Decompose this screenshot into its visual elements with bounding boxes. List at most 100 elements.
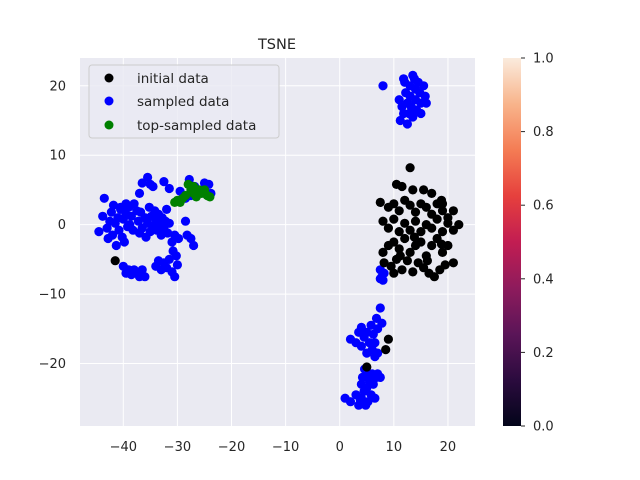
point-sampled-data — [370, 393, 380, 403]
colorbar-tick-label: 0.6 — [533, 199, 554, 214]
legend: initial data sampled data top-sampled da… — [88, 64, 280, 139]
point-initial-data — [448, 225, 458, 235]
legend-marker-top-sampled-data — [104, 120, 114, 130]
legend-box — [88, 64, 280, 139]
point-sampled-data — [408, 112, 418, 122]
point-sampled-data — [420, 91, 430, 101]
point-sampled-data — [345, 397, 356, 407]
point-initial-data — [408, 267, 418, 277]
point-sampled-data — [402, 119, 412, 129]
point-initial-data — [416, 227, 426, 237]
y-tick-label: −20 — [39, 357, 66, 372]
point-initial-data — [410, 216, 421, 226]
point-sampled-data — [164, 183, 174, 194]
point-sampled-data — [148, 181, 158, 192]
point-initial-data — [437, 227, 448, 237]
point-sampled-data — [129, 199, 139, 209]
point-sampled-data — [355, 395, 365, 405]
x-tick-label: 0 — [336, 440, 344, 455]
point-initial-data — [422, 256, 432, 266]
point-sampled-data — [375, 274, 385, 284]
point-sampled-data — [119, 237, 129, 247]
point-sampled-data — [394, 95, 404, 105]
legend-label-sampled-data: sampled data — [137, 94, 229, 110]
point-initial-data — [394, 227, 404, 237]
x-tick-label: −20 — [218, 440, 245, 455]
point-initial-data — [400, 233, 410, 244]
point-initial-data — [448, 258, 458, 268]
point-initial-data — [383, 223, 393, 233]
point-sampled-data — [370, 352, 380, 362]
point-initial-data — [443, 218, 453, 228]
point-initial-data — [381, 345, 391, 355]
colorbar-tick-label: 0.2 — [533, 346, 554, 361]
point-sampled-data — [363, 397, 373, 407]
point-initial-data — [410, 207, 421, 217]
point-sampled-data — [419, 81, 429, 91]
point-sampled-data — [94, 227, 104, 237]
point-sampled-data — [102, 223, 112, 233]
point-initial-data — [440, 260, 450, 270]
point-initial-data — [379, 258, 389, 268]
colorbar-ticks: 0.0 0.2 0.4 0.6 0.8 1.0 — [521, 52, 554, 435]
point-sampled-data — [121, 199, 131, 209]
y-tick-label: −10 — [39, 288, 66, 303]
point-sampled-data — [378, 81, 388, 91]
point-initial-data — [378, 216, 388, 226]
point-initial-data — [421, 202, 431, 212]
point-initial-data — [405, 247, 415, 257]
point-sampled-data — [164, 218, 174, 228]
y-tick-label: 10 — [49, 149, 66, 164]
point-sampled-data — [368, 379, 378, 389]
y-axis-ticks: −20 −10 0 10 20 — [39, 79, 66, 372]
point-sampled-data — [395, 115, 405, 126]
point-initial-data — [386, 261, 396, 271]
point-initial-data — [400, 218, 410, 228]
y-tick-label: 20 — [49, 79, 66, 94]
point-initial-data — [432, 214, 442, 224]
point-initial-data — [383, 334, 393, 344]
point-initial-data — [394, 206, 404, 216]
point-sampled-data — [108, 200, 119, 210]
point-sampled-data — [140, 272, 150, 282]
point-sampled-data — [370, 338, 380, 348]
x-tick-label: 10 — [386, 440, 403, 455]
colorbar-tick-label: 0.4 — [533, 272, 554, 287]
point-initial-data — [409, 232, 419, 242]
point-initial-data — [389, 214, 399, 224]
colorbar — [503, 58, 521, 426]
point-top-sampled-data — [190, 186, 200, 196]
point-initial-data — [389, 237, 399, 247]
point-sampled-data — [111, 240, 121, 251]
point-sampled-data — [163, 228, 173, 238]
point-sampled-data — [186, 233, 196, 244]
point-sampled-data — [134, 188, 145, 198]
point-sampled-data — [408, 70, 418, 80]
point-initial-data — [416, 237, 426, 247]
point-initial-data — [397, 265, 407, 275]
point-sampled-data — [189, 240, 199, 251]
point-initial-data — [405, 163, 415, 173]
colorbar-tick-label: 1.0 — [533, 52, 554, 67]
point-sampled-data — [99, 193, 109, 203]
point-sampled-data — [180, 216, 191, 226]
point-initial-data — [395, 251, 405, 261]
point-sampled-data — [421, 98, 431, 108]
point-initial-data — [389, 199, 399, 209]
point-initial-data — [402, 256, 412, 266]
point-sampled-data — [356, 341, 366, 351]
point-initial-data — [437, 247, 448, 257]
point-sampled-data — [137, 265, 147, 275]
point-sampled-data — [416, 108, 426, 119]
point-initial-data — [405, 225, 415, 235]
legend-marker-initial-data — [104, 73, 114, 83]
point-initial-data — [405, 200, 415, 210]
point-top-sampled-data — [205, 192, 215, 202]
scatter-points — [94, 70, 464, 410]
point-sampled-data — [143, 172, 153, 182]
point-initial-data — [397, 181, 407, 192]
x-axis-ticks: −40 −30 −20 −10 0 10 20 — [110, 440, 457, 455]
point-sampled-data — [173, 233, 184, 244]
x-tick-label: −10 — [272, 440, 299, 455]
